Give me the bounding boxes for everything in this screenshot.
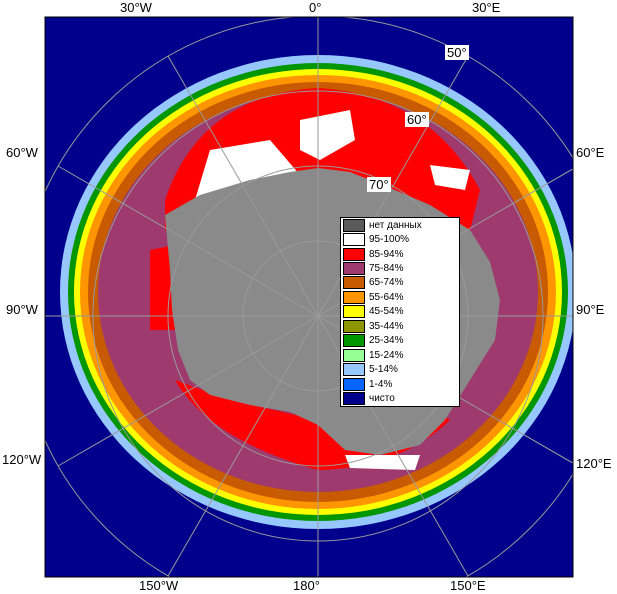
legend-item-25-34: 25-34% bbox=[341, 334, 459, 348]
legend-label: нет данных bbox=[369, 219, 422, 231]
ice-white-east bbox=[430, 165, 470, 190]
lon-label-30w: 30°W bbox=[120, 0, 152, 15]
legend-swatch bbox=[343, 218, 365, 232]
legend-item-clear: чисто bbox=[341, 391, 459, 405]
legend-item-95-100: 95-100% bbox=[341, 232, 459, 247]
legend-item-1-4: 1-4% bbox=[341, 377, 459, 391]
legend-swatch bbox=[343, 290, 365, 304]
legend-swatch bbox=[343, 233, 365, 247]
legend-label: 25-34% bbox=[369, 335, 404, 347]
lon-label-150e: 150°E bbox=[450, 578, 486, 593]
lat-label-60: 60° bbox=[405, 112, 429, 127]
lon-label-150w: 150°W bbox=[139, 578, 179, 593]
legend-item-no-data: нет данных bbox=[341, 218, 459, 232]
legend-swatch bbox=[343, 348, 365, 362]
lon-label-90e: 90°E bbox=[576, 302, 605, 317]
legend-swatch bbox=[343, 334, 365, 348]
legend-item-35-44: 35-44% bbox=[341, 319, 459, 333]
lon-label-30e: 30°E bbox=[472, 0, 501, 15]
lon-label-180: 180° bbox=[293, 578, 320, 593]
lon-label-120e: 120°E bbox=[576, 456, 612, 471]
lon-label-60e: 60°E bbox=[576, 145, 605, 160]
legend-item-5-14: 5-14% bbox=[341, 362, 459, 377]
legend-label: 45-54% bbox=[369, 306, 404, 318]
legend-item-85-94: 85-94% bbox=[341, 247, 459, 261]
legend-item-45-54: 45-54% bbox=[341, 305, 459, 319]
legend-swatch bbox=[343, 305, 365, 319]
legend-label: чисто bbox=[369, 392, 395, 404]
legend-item-55-64: 55-64% bbox=[341, 290, 459, 304]
legend-label: 85-94% bbox=[369, 248, 404, 260]
legend-label: 95-100% bbox=[369, 234, 410, 246]
legend-item-75-84: 75-84% bbox=[341, 261, 459, 276]
lon-label-90w: 90°W bbox=[6, 302, 38, 317]
legend-label: 5-14% bbox=[369, 364, 398, 376]
lon-label-60w: 60°W bbox=[6, 145, 38, 160]
legend-label: 75-84% bbox=[369, 263, 404, 275]
legend-item-65-74: 65-74% bbox=[341, 276, 459, 290]
legend-label: 1-4% bbox=[369, 378, 393, 390]
legend-label: 15-24% bbox=[369, 349, 404, 361]
concentration-legend: нет данных 95-100% 85-94% 75-84% 65-74% … bbox=[340, 217, 460, 407]
legend-swatch bbox=[343, 363, 365, 377]
legend-swatch bbox=[343, 262, 365, 276]
legend-label: 65-74% bbox=[369, 277, 404, 289]
legend-swatch bbox=[343, 319, 365, 333]
map-frame bbox=[44, 16, 574, 578]
lon-label-0: 0° bbox=[309, 0, 322, 15]
legend-label: 55-64% bbox=[369, 291, 404, 303]
legend-item-15-24: 15-24% bbox=[341, 348, 459, 362]
legend-swatch bbox=[343, 276, 365, 290]
lon-label-120w: 120°W bbox=[2, 452, 42, 467]
lat-label-70: 70° bbox=[367, 177, 391, 192]
legend-swatch bbox=[343, 377, 365, 391]
ice-white-north bbox=[300, 110, 355, 160]
legend-label: 35-44% bbox=[369, 320, 404, 332]
lat-label-50: 50° bbox=[445, 45, 469, 60]
ice-white-south bbox=[345, 455, 420, 470]
legend-swatch bbox=[343, 391, 365, 405]
legend-swatch bbox=[343, 247, 365, 261]
